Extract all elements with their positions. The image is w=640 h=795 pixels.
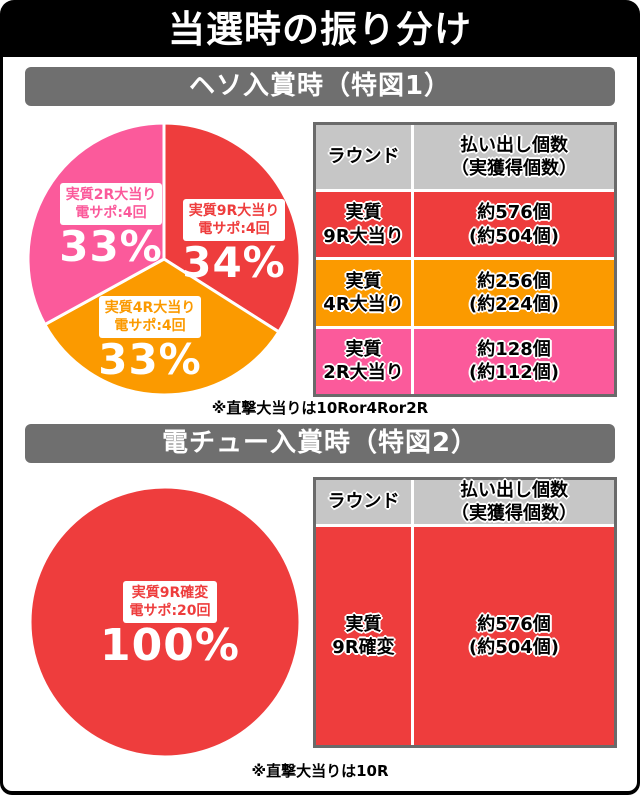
table1-header-round: ラウンド: [316, 125, 411, 189]
header-text: ラウンド: [327, 146, 400, 168]
slice-percent: 100%: [100, 620, 240, 672]
header-text: ラウンド: [327, 491, 400, 513]
table-row-4r-payout: 約256個 (約224個): [414, 260, 614, 326]
round-line2: 2R大当り: [323, 362, 404, 384]
round-line2: 4R大当り: [323, 293, 404, 315]
slice-label: 実質9R大当り: [188, 203, 280, 219]
table-row-9rkakuhen-round: 実質 9R確変: [316, 527, 411, 745]
slice-label: 実質4R大当り: [104, 300, 196, 316]
pie1-label-2r-box: 実質2R大当り 電サポ:4回: [59, 183, 163, 226]
table-row-9r-payout: 約576個 (約504個): [414, 192, 614, 258]
slice-sub-label: 電サポ:4回: [114, 318, 186, 335]
header-text-line1: 払い出し個数: [460, 479, 568, 501]
table-row-2r-payout: 約128個 (約112個): [414, 328, 614, 394]
slice-label: 実質2R大当り: [65, 187, 157, 203]
header-text-line2: （実獲得個数）: [451, 503, 577, 524]
header-text-line1: 払い出し個数: [460, 134, 568, 156]
table2-header-payout: 払い出し個数 （実獲得個数）: [414, 480, 614, 524]
payout-line2: (約224個): [468, 293, 560, 315]
payout-table-2: ラウンド 払い出し個数 （実獲得個数） 実質 9R確変 約576個 (約504個…: [313, 477, 617, 748]
slice-percent: 33%: [98, 335, 202, 385]
slice-percent: 34%: [182, 238, 286, 288]
content-panel: ヘソ入賞時（特図1） 実質2R大当り 電サポ:4回 33% 実質9R大当り 電サ…: [3, 57, 637, 791]
section-2-footnote: ※直撃大当りは10R: [251, 762, 389, 780]
round-line1: 実質: [345, 338, 382, 360]
table-row-9r-round: 実質 9R大当り: [316, 192, 411, 258]
page-title: 当選時の振り分け: [168, 8, 472, 51]
round-line1: 実質: [345, 613, 382, 635]
pie1-label-9r-box: 実質9R大当り 電サポ:4回: [182, 199, 286, 242]
table-row-2r-round: 実質 2R大当り: [316, 328, 411, 394]
payout-table-1: ラウンド 払い出し個数 （実獲得個数） 実質 9R大当り 約576個 (約504…: [313, 122, 617, 397]
pie2-label-box: 実質9R確変 電サポ:20回: [123, 581, 217, 624]
slice-sub-label: 電サポ:4回: [75, 205, 147, 222]
payout-line1: 約256個: [477, 270, 551, 292]
payout-line1: 約128個: [477, 338, 551, 360]
section-1-header: ヘソ入賞時（特図1）: [25, 67, 615, 106]
header-text-line2: （実獲得個数）: [451, 158, 577, 179]
pie1-label-4r: 実質4R大当り 電サポ:4回 33%: [89, 296, 211, 382]
table2-header-round: ラウンド: [316, 480, 411, 524]
slice-label: 実質9R確変: [131, 585, 209, 601]
pie1-label-2r: 実質2R大当り 電サポ:4回 33%: [51, 183, 171, 269]
slice-sub-label: 電サポ:4回: [198, 221, 270, 238]
round-line2: 9R確変: [332, 637, 395, 658]
section-1-footnote: ※直撃大当りは10Ror4Ror2R: [211, 399, 429, 417]
slice-percent: 33%: [59, 222, 163, 272]
table-row-9rkakuhen-payout: 約576個 (約504個): [414, 527, 614, 745]
round-line1: 実質: [345, 270, 382, 292]
payout-line1: 約576個: [477, 613, 551, 635]
section-2-header: 電チュー入賞時（特図2）: [25, 424, 615, 463]
pie2-label-9r-kakuhen: 実質9R確変 電サポ:20回 100%: [100, 581, 239, 670]
table-row-4r-round: 実質 4R大当り: [316, 260, 411, 326]
pie1-label-4r-box: 実質4R大当り 電サポ:4回: [98, 296, 202, 339]
pie1-label-9r: 実質9R大当り 電サポ:4回 34%: [175, 199, 293, 285]
payout-line2: (約112個): [468, 362, 560, 384]
payout-line1: 約576個: [477, 202, 551, 224]
round-line2: 9R大当り: [323, 225, 404, 247]
table1-header-payout: 払い出し個数 （実獲得個数）: [414, 125, 614, 189]
payout-line2: (約504個): [468, 225, 560, 247]
slice-sub-label: 電サポ:20回: [129, 603, 211, 620]
payout-line2: (約504個): [468, 637, 560, 658]
round-line1: 実質: [345, 202, 382, 224]
